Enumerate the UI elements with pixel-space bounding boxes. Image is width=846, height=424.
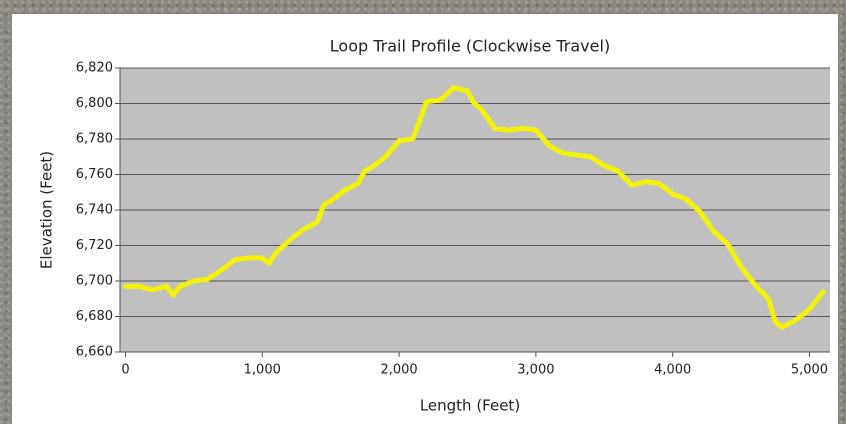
y-axis-title: Elevation (Feet): [38, 151, 56, 269]
x-tick-label: 4,000: [654, 363, 691, 378]
chart: Loop Trail Profile (Clockwise Travel) Le…: [0, 0, 846, 424]
page: {"chart_data": {"type": "line", "title":…: [0, 0, 846, 424]
y-tick-label: 6,760: [76, 167, 113, 182]
x-tick-label: 5,000: [791, 363, 828, 378]
y-tick-label: 6,720: [76, 238, 113, 253]
y-tick-label: 6,820: [76, 61, 113, 76]
y-tick-label: 6,800: [76, 96, 113, 111]
y-tick-label: 6,780: [76, 132, 113, 147]
chart-title: Loop Trail Profile (Clockwise Travel): [330, 37, 610, 56]
x-tick-label: 1,000: [244, 363, 281, 378]
x-tick-label: 3,000: [517, 363, 554, 378]
y-tick-label: 6,680: [76, 309, 113, 324]
y-tick-label: 6,740: [76, 203, 113, 218]
y-tick-label: 6,660: [76, 345, 113, 360]
x-tick-label: 0: [121, 363, 129, 378]
y-tick-label: 6,700: [76, 274, 113, 289]
x-tick-label: 2,000: [380, 363, 417, 378]
x-axis-title: Length (Feet): [420, 397, 520, 415]
